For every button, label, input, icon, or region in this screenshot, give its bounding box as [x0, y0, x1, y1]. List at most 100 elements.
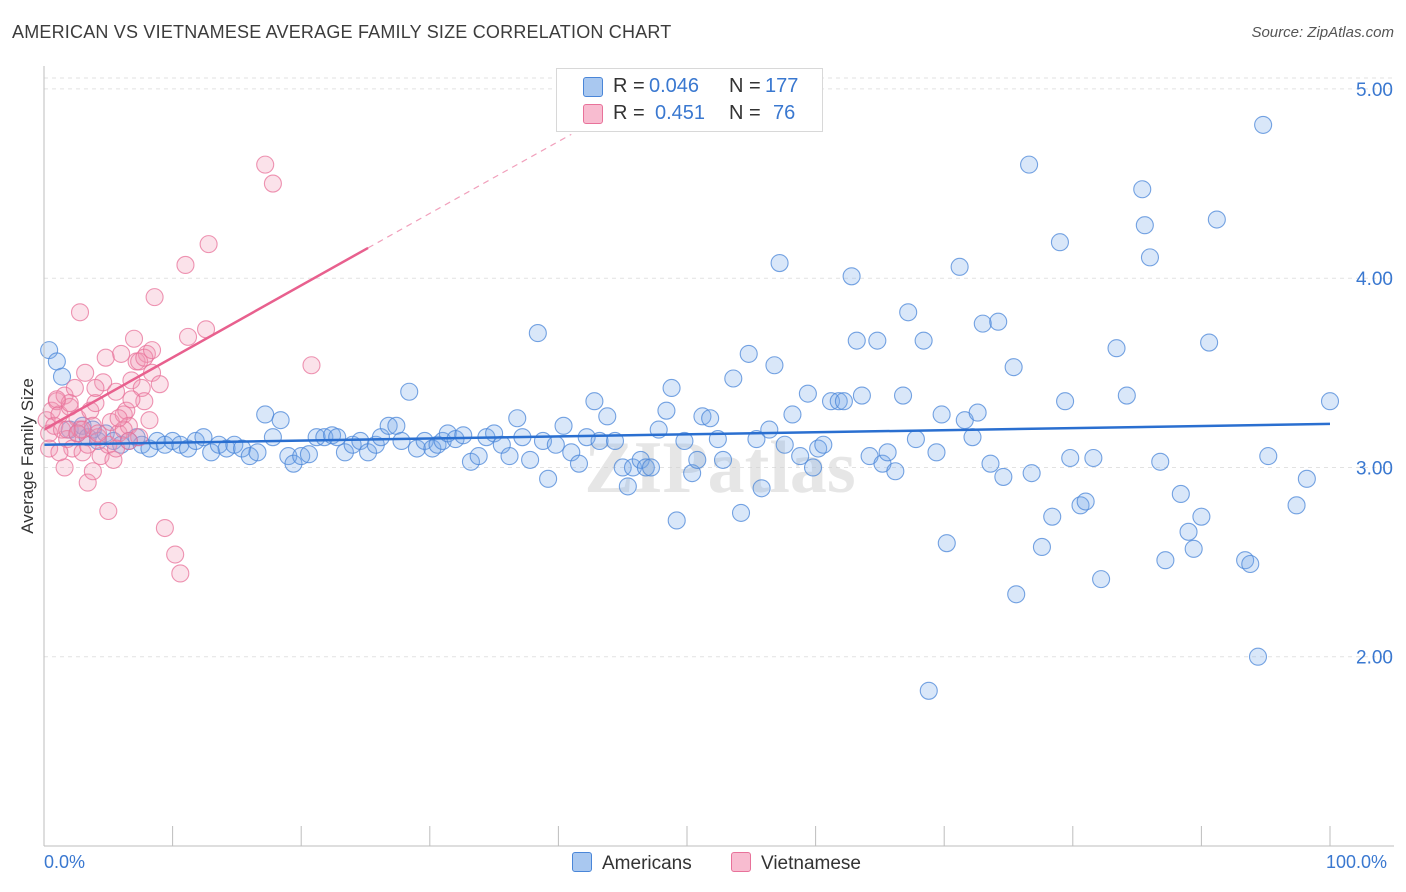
american-point — [886, 462, 905, 481]
vietnamese-label: Vietnamese — [761, 853, 861, 874]
american-point — [256, 405, 275, 424]
american-point — [613, 458, 632, 477]
x-tick-label-min: 0.0% — [44, 852, 86, 872]
american-point — [963, 428, 982, 447]
vietnamese-trend-extension — [367, 133, 572, 249]
vietnamese-point — [166, 545, 185, 564]
american-point — [387, 416, 406, 435]
american-point — [1135, 216, 1154, 235]
american-point — [623, 458, 643, 477]
vietnamese-point — [178, 327, 198, 346]
r-value: 0.046 — [649, 75, 700, 97]
american-point — [1259, 447, 1278, 466]
american-point — [775, 435, 794, 454]
american-point — [919, 681, 938, 700]
vietnamese-point — [50, 443, 69, 462]
american-point — [47, 352, 66, 371]
american-point — [546, 435, 565, 454]
american-point — [893, 386, 913, 405]
vietnamese-point — [78, 473, 97, 492]
americans-swatch — [572, 852, 592, 872]
american-point — [994, 467, 1013, 486]
n-value: 177 — [765, 75, 799, 97]
american-point — [1084, 448, 1103, 468]
vietnamese-point — [70, 303, 90, 322]
american-point — [937, 534, 956, 553]
american-point — [667, 511, 686, 530]
vietnamese-point — [145, 288, 164, 307]
american-point — [847, 331, 866, 350]
american-point — [783, 405, 802, 424]
american-point — [232, 439, 252, 458]
vietnamese-point — [58, 420, 77, 439]
american-point — [914, 331, 933, 350]
american-point — [641, 458, 661, 477]
n-value: 76 — [773, 102, 796, 124]
vietnamese-point — [124, 329, 144, 348]
american-point — [731, 503, 751, 522]
american-point — [469, 447, 488, 466]
vietnamese-point — [83, 462, 102, 481]
vietnamese-swatch — [583, 104, 603, 124]
american-point — [829, 392, 848, 411]
american-point — [1320, 392, 1340, 411]
american-point — [675, 431, 694, 451]
american-point — [868, 331, 887, 350]
american-point — [814, 435, 833, 454]
american-point — [760, 420, 779, 439]
american-point — [1254, 115, 1273, 134]
american-point — [693, 407, 712, 426]
y-tick-label: 4.00 — [1356, 269, 1393, 290]
american-point — [1140, 248, 1160, 267]
american-point — [906, 430, 925, 449]
american-point — [271, 411, 290, 430]
american-point — [359, 443, 378, 462]
y-tick-label: 5.00 — [1356, 80, 1393, 101]
american-point — [852, 386, 871, 405]
american-point — [842, 267, 861, 286]
vietnamese-point — [112, 344, 131, 363]
american-point — [821, 392, 841, 411]
r-label: R = — [613, 102, 645, 124]
american-point — [1007, 585, 1026, 604]
american-point — [798, 384, 817, 403]
american-point — [1156, 551, 1175, 570]
legend-americans[interactable]: Americans — [572, 852, 692, 875]
american-point — [950, 257, 969, 276]
american-point — [1020, 155, 1039, 174]
american-point — [263, 428, 282, 447]
american-point — [202, 443, 221, 462]
american-point — [724, 369, 743, 388]
american-point — [454, 426, 473, 445]
american-point — [1107, 339, 1126, 358]
american-point — [770, 254, 789, 273]
american-point — [1076, 492, 1095, 511]
american-point — [1192, 507, 1211, 526]
vietnamese-point — [263, 174, 282, 193]
n-label: N = — [729, 102, 761, 124]
vietnamese-point — [65, 378, 84, 398]
american-point — [598, 407, 617, 426]
axis-layer: 2.00 3.00 4.00 5.00 — [43, 66, 1394, 847]
american-point — [765, 356, 784, 375]
american-point — [713, 450, 733, 469]
american-point — [335, 443, 354, 462]
american-point — [392, 431, 411, 451]
american-point — [932, 405, 951, 424]
vietnamese-point — [88, 428, 108, 447]
american-point — [400, 382, 419, 401]
vietnamese-point — [140, 411, 159, 430]
legend-vietnamese[interactable]: Vietnamese — [731, 852, 861, 875]
vietnamese-point — [130, 428, 149, 447]
american-point — [1056, 392, 1075, 411]
x-tick-label-max: 100.0% — [1326, 852, 1388, 872]
american-point — [508, 409, 527, 428]
american-point — [1092, 570, 1111, 589]
american-point — [636, 458, 655, 477]
american-point — [521, 450, 540, 469]
american-point — [1248, 647, 1268, 666]
american-point — [803, 458, 823, 477]
american-point — [1032, 537, 1051, 557]
vietnamese-point — [96, 348, 115, 367]
